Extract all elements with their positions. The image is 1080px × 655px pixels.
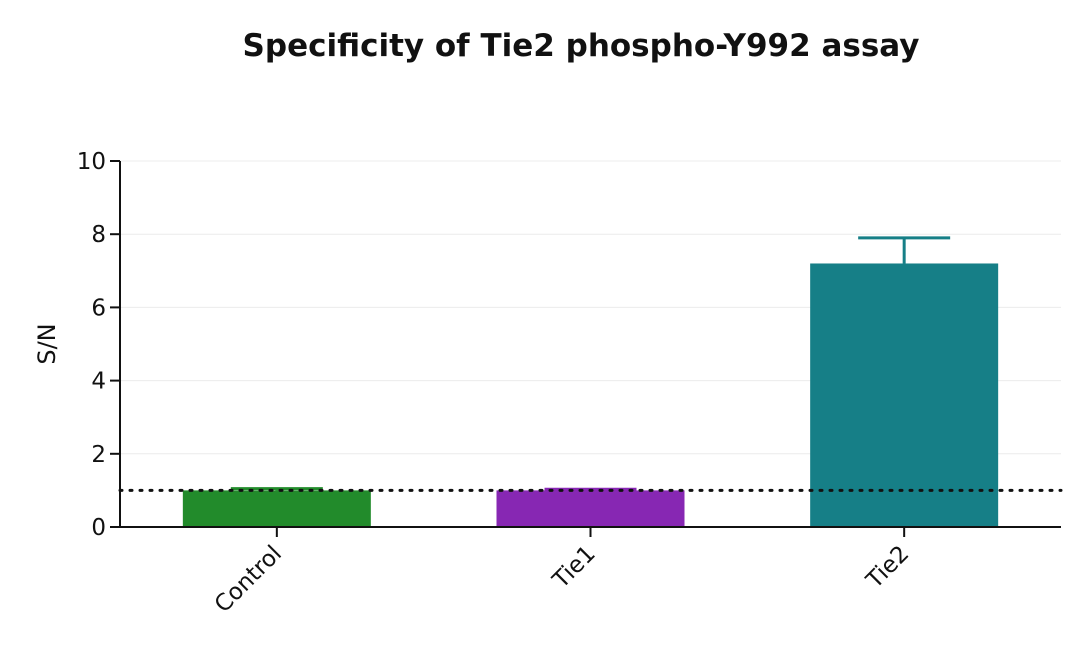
y-tick-label: 10 — [77, 149, 106, 175]
bar — [496, 490, 685, 527]
y-tick-label: 4 — [91, 369, 106, 395]
bar — [182, 490, 371, 527]
y-tick-label: 2 — [91, 442, 106, 468]
chart-title: Specificity of Tie2 phospho-Y992 assay — [242, 28, 920, 64]
x-tick-label: Tie2 — [861, 541, 914, 594]
bar — [810, 263, 999, 527]
y-tick-label: 0 — [91, 515, 106, 541]
y-axis-label: S/N — [33, 323, 61, 364]
y-tick-label: 6 — [91, 295, 106, 321]
x-tick-label: Control — [210, 541, 287, 618]
x-tick-label: Tie1 — [547, 541, 600, 594]
y-tick-label: 8 — [91, 222, 106, 248]
